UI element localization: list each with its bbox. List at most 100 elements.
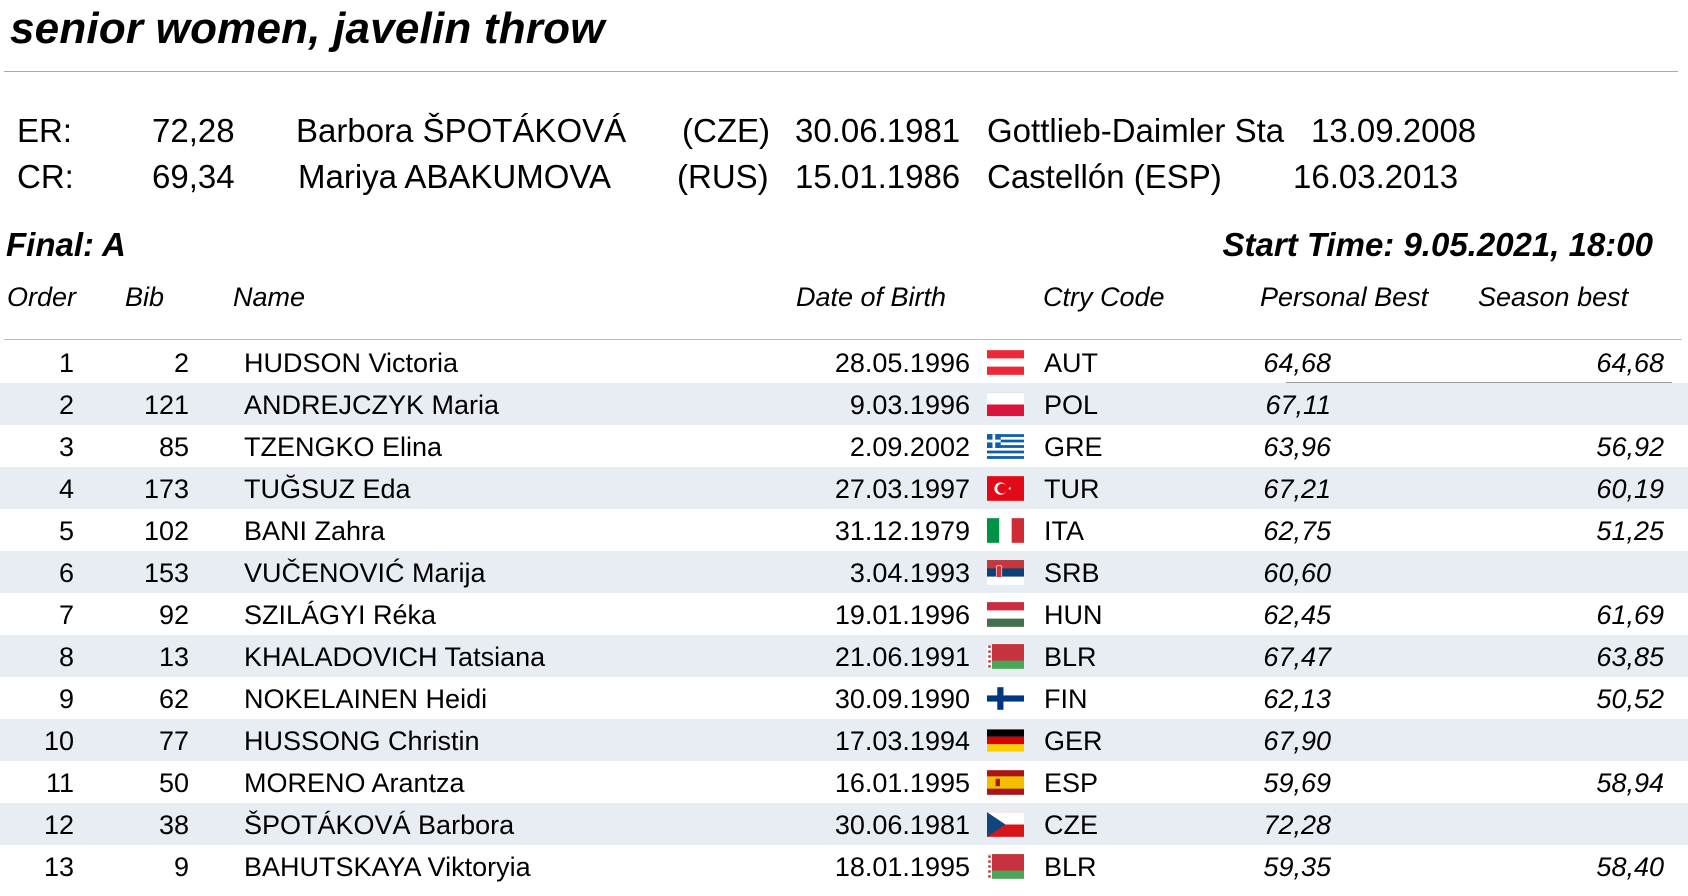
- row-season-best: 64,68: [1596, 348, 1664, 378]
- row-personal-best: 59,69: [1263, 768, 1331, 798]
- row-country-code: BLR: [1044, 852, 1097, 882]
- row-order: 1: [58, 348, 74, 378]
- row-country-code: GER: [1044, 726, 1103, 756]
- record-athlete: Barbora ŠPOTÁKOVÁ: [296, 112, 627, 149]
- row-divider: [1286, 382, 1672, 383]
- row-name: BAHUTSKAYA Viktoryia: [244, 852, 531, 882]
- flag-spain-icon: [987, 769, 1024, 796]
- table-row: 4 173 TUĞSUZ Eda 27.03.1997 TUR 67,21 60,19: [0, 467, 1688, 509]
- row-order: 9: [58, 684, 74, 714]
- row-personal-best: 60,60: [1263, 558, 1331, 588]
- table-row: 13 9 BAHUTSKAYA Viktoryia 18.01.1995 BLR 59,3…: [0, 845, 1688, 887]
- row-bib: 85: [158, 432, 189, 462]
- flag-italy-icon: [987, 517, 1024, 544]
- row-name: MORENO Arantza: [244, 768, 465, 798]
- record-country: (CZE): [682, 112, 770, 149]
- record-athlete: Mariya ABAKUMOVA: [298, 158, 611, 195]
- table-row: 3 85 TZENGKO Elina 2.09.2002 GRE 63,96 56,92: [0, 425, 1688, 467]
- row-dob: 30.09.1990: [834, 684, 970, 714]
- row-season-best: 51,25: [1596, 516, 1664, 546]
- row-season-best: 50,52: [1596, 684, 1664, 714]
- row-country-code: TUR: [1044, 474, 1100, 504]
- row-dob: 31.12.1979: [834, 516, 970, 546]
- row-country-code: POL: [1044, 390, 1099, 420]
- row-country-code: AUT: [1044, 348, 1098, 378]
- table-row: 8 13 KHALADOVICH Tatsiana 21.06.1991 BLR 67,4…: [0, 635, 1688, 677]
- row-personal-best: 63,96: [1263, 432, 1331, 462]
- row-bib: 77: [158, 726, 189, 756]
- row-name: TUĞSUZ Eda: [244, 474, 411, 504]
- flag-serbia-icon: [987, 559, 1024, 586]
- row-bib: 153: [143, 558, 189, 588]
- row-season-best: 61,69: [1596, 600, 1664, 630]
- row-name: TZENGKO Elina: [244, 432, 443, 462]
- row-season-best: 63,85: [1596, 642, 1664, 672]
- record-mark: 69,34: [152, 158, 235, 195]
- row-dob: 3.04.1993: [849, 558, 970, 588]
- table-row: 1 2 HUDSON Victoria 28.05.1996 AUT 64,68 64,68: [0, 341, 1688, 383]
- row-season-best: 56,92: [1596, 432, 1664, 462]
- table-row: 7 92 SZILÁGYI Réka 19.01.1996 HUN 62,45 61,69: [0, 593, 1688, 635]
- row-country-code: ESP: [1044, 768, 1099, 798]
- row-dob: 19.01.1996: [834, 600, 970, 630]
- flag-hungary-icon: [987, 601, 1024, 628]
- row-order: 10: [43, 726, 74, 756]
- table-row: 11 50 MORENO Arantza 16.01.1995 ESP 59,69 58,9…: [0, 761, 1688, 803]
- row-country-code: CZE: [1044, 810, 1098, 840]
- row-name: VUČENOVIĆ Marija: [244, 558, 486, 588]
- section-label: Final: A: [6, 226, 126, 263]
- flag-belarus-icon: [987, 643, 1024, 670]
- row-personal-best: 62,45: [1263, 600, 1331, 630]
- column-header-sb: Season best: [1478, 282, 1629, 312]
- row-personal-best: 67,90: [1263, 726, 1331, 756]
- column-header-country: Ctry Code: [1043, 282, 1165, 312]
- row-name: ANDREJCZYK Maria: [244, 390, 500, 420]
- row-order: 4: [58, 474, 74, 504]
- row-name: KHALADOVICH Tatsiana: [244, 642, 546, 672]
- row-order: 6: [58, 558, 74, 588]
- flag-austria-icon: [987, 349, 1024, 376]
- record-type: ER:: [17, 112, 73, 149]
- row-bib: 102: [143, 516, 189, 546]
- row-order: 5: [58, 516, 74, 546]
- row-bib: 9: [173, 852, 189, 882]
- column-header-pb: Personal Best: [1260, 282, 1429, 312]
- row-personal-best: 67,11: [1265, 390, 1331, 420]
- flag-finland-icon: [987, 685, 1024, 712]
- row-season-best: 60,19: [1596, 474, 1664, 504]
- record-date: 16.03.2013: [1293, 158, 1459, 195]
- record-date: 13.09.2008: [1311, 112, 1477, 149]
- row-order: 12: [43, 810, 74, 840]
- record-type: CR:: [17, 158, 74, 195]
- flag-greece-icon: [987, 433, 1024, 460]
- row-personal-best: 62,13: [1263, 684, 1331, 714]
- row-dob: 17.03.1994: [834, 726, 970, 756]
- row-bib: 38: [158, 810, 189, 840]
- row-country-code: SRB: [1044, 558, 1100, 588]
- row-dob: 30.06.1981: [834, 810, 970, 840]
- table-row: 12 38 ŠPOTÁKOVÁ Barbora 30.06.1981 CZE 72,28: [0, 803, 1688, 845]
- row-personal-best: 64,68: [1263, 348, 1331, 378]
- row-country-code: GRE: [1044, 432, 1103, 462]
- row-order: 13: [43, 852, 74, 882]
- record-country: (RUS): [677, 158, 769, 195]
- page-title: senior women, javelin throw: [10, 4, 605, 53]
- row-order: 11: [45, 768, 74, 798]
- flag-czech-icon: [987, 811, 1024, 838]
- row-order: 2: [58, 390, 74, 420]
- flag-turkey-icon: [987, 475, 1024, 502]
- table-row: 2 121 ANDREJCZYK Maria 9.03.1996 POL 67,11: [0, 383, 1688, 425]
- row-dob: 27.03.1997: [834, 474, 970, 504]
- row-dob: 9.03.1996: [849, 390, 970, 420]
- row-bib: 50: [158, 768, 189, 798]
- row-name: SZILÁGYI Réka: [244, 600, 437, 630]
- table-row: 6 153 VUČENOVIĆ Marija 3.04.1993 SRB 60,60: [0, 551, 1688, 593]
- results-table: 1 2 HUDSON Victoria 28.05.1996 AUT 64,68 64,68…: [0, 341, 1688, 887]
- column-header-name: Name: [233, 282, 306, 312]
- flag-belarus-icon: [987, 853, 1024, 880]
- row-bib: 13: [158, 642, 189, 672]
- table-row: 9 62 NOKELAINEN Heidi 30.09.1990 FIN 62,13 50,…: [0, 677, 1688, 719]
- row-bib: 92: [158, 600, 189, 630]
- row-bib: 121: [143, 390, 189, 420]
- header-divider: [4, 339, 1682, 340]
